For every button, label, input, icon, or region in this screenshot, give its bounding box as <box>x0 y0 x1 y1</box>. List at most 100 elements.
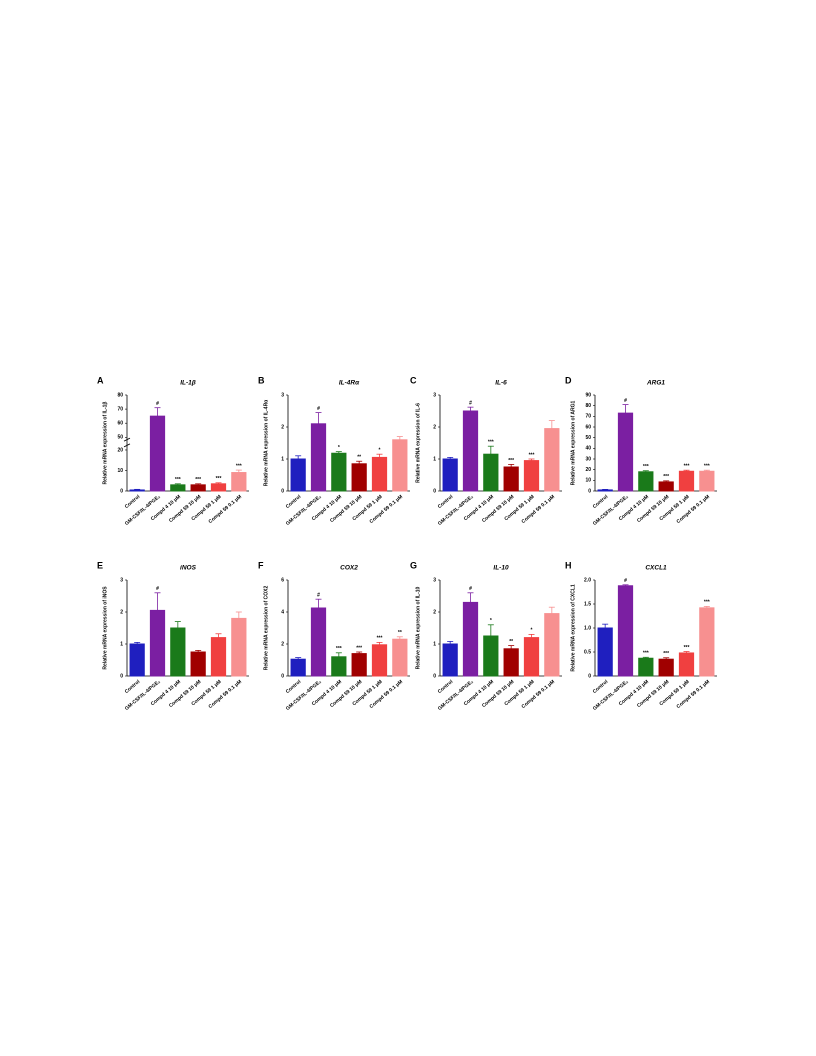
panel-letter: C <box>410 375 417 385</box>
x-tick-label: Control <box>124 679 142 695</box>
y-tick-label: 10 <box>117 468 123 474</box>
significance-label: # <box>156 401 159 407</box>
chart-title: IL-6 <box>495 380 507 387</box>
x-tick-label: Control <box>592 679 610 695</box>
bar <box>523 637 540 677</box>
chart-panel: B IL-4Rα Relative mRNA expression of IL-4R… <box>258 375 410 527</box>
bar <box>617 412 634 492</box>
chart-title: IL-1β <box>180 380 196 387</box>
bar <box>371 456 388 492</box>
panel-letter: A <box>97 375 104 385</box>
y-tick-label: 80 <box>585 403 591 409</box>
y-tick-label: 1 <box>433 456 436 462</box>
significance-label: *** <box>684 645 690 651</box>
bar <box>678 470 695 492</box>
significance-label: # <box>624 578 627 584</box>
y-tick-label: 2 <box>433 609 436 615</box>
y-tick-label: 3 <box>433 392 436 398</box>
bar <box>310 607 327 677</box>
y-tick-label: 0 <box>588 673 591 679</box>
significance-label: # <box>469 400 472 406</box>
y-tick-label: 80 <box>117 392 123 398</box>
significance-label: *** <box>377 636 383 642</box>
bar <box>190 484 206 492</box>
y-axis-label: Relative mRNA expression of IL-1β <box>102 402 108 485</box>
y-tick-label: 30 <box>585 456 591 462</box>
y-tick-label: 60 <box>117 421 123 427</box>
significance-label: ** <box>509 639 513 645</box>
x-tick-label: Control <box>437 679 455 695</box>
panel-letter: D <box>565 375 572 385</box>
bar <box>597 627 613 677</box>
chart-panel: H CXCL1 Relative mRNA expression of CXCL1 0… <box>565 560 717 712</box>
bar <box>310 423 327 492</box>
bar <box>597 489 613 492</box>
chart-panel: C IL-6 Relative mRNA expression of IL-6 0 1 2… <box>410 375 562 527</box>
panel-letter: H <box>565 560 572 570</box>
y-tick-label: 0 <box>433 488 436 494</box>
bar <box>678 652 695 677</box>
bar <box>699 470 715 492</box>
y-axis-label: Relative mRNA expression of IL-4Rα <box>263 399 269 486</box>
y-tick-label: 2 <box>281 641 284 647</box>
significance-label: *** <box>529 452 535 458</box>
x-tick-label: Control <box>592 494 610 510</box>
y-tick-label: 0 <box>433 673 436 679</box>
y-tick-label: 3 <box>281 392 284 398</box>
bar <box>617 585 634 677</box>
y-tick-label: 1 <box>281 456 284 462</box>
significance-label: *** <box>663 651 669 657</box>
bar <box>231 472 247 492</box>
significance-label: # <box>469 586 472 592</box>
bar <box>290 458 306 492</box>
significance-label: *** <box>356 645 362 651</box>
chart-title: COX2 <box>340 565 358 572</box>
bar <box>503 648 519 677</box>
significance-label: # <box>317 406 320 412</box>
bar <box>331 656 347 677</box>
bar <box>699 607 715 677</box>
y-tick-label: 10 <box>585 478 591 484</box>
y-tick-label: 4 <box>281 609 284 615</box>
x-tick-label: GM-CSF/IL-4/PGE₂ <box>437 679 475 712</box>
significance-label: *** <box>643 464 649 470</box>
bar <box>483 635 499 677</box>
significance-label: * <box>531 628 533 634</box>
bar <box>129 643 145 677</box>
significance-label: # <box>156 586 159 592</box>
y-tick-label: 2 <box>281 424 284 430</box>
y-tick-label: 2 <box>120 609 123 615</box>
y-axis-label: Relative mRNA expression of COX2 <box>263 586 269 671</box>
y-tick-label: 70 <box>585 414 591 420</box>
bar <box>129 489 145 492</box>
bar <box>638 471 654 492</box>
y-axis-label: Relative mRNA expression of iNOS <box>102 586 108 670</box>
y-tick-label: 90 <box>585 392 591 398</box>
y-tick-label: 2 <box>433 424 436 430</box>
bar <box>483 453 499 492</box>
bar <box>331 452 347 492</box>
bar <box>658 481 674 492</box>
panel-letter: E <box>97 560 103 570</box>
y-tick-label: 2.0 <box>584 577 591 583</box>
y-tick-label: 1.0 <box>584 625 591 631</box>
chart-panel: G IL-10 Relative mRNA expression of IL-10 0… <box>410 560 562 712</box>
y-tick-label: 0 <box>120 673 123 679</box>
y-tick-label: 20 <box>117 447 123 453</box>
y-axis-label: Relative mRNA expression of ARG1 <box>570 400 576 485</box>
bar <box>210 637 227 677</box>
chart-title: ARG1 <box>646 380 665 387</box>
x-tick-label: GM-CSF/IL-4/PGE₂ <box>124 679 162 712</box>
bar <box>638 657 654 677</box>
bar <box>392 638 408 677</box>
bar <box>231 617 247 677</box>
significance-label: *** <box>704 464 710 470</box>
significance-label: # <box>317 593 320 599</box>
significance-label: *** <box>336 646 342 652</box>
y-tick-label: 20 <box>585 467 591 473</box>
y-tick-label: 1.5 <box>584 601 591 607</box>
x-tick-label: GM-CSF/IL-4/PGE₂ <box>285 494 323 527</box>
significance-label: * <box>379 448 381 454</box>
bar <box>658 658 674 677</box>
y-axis-label: Relative mRNA expression of IL-6 <box>415 403 421 483</box>
